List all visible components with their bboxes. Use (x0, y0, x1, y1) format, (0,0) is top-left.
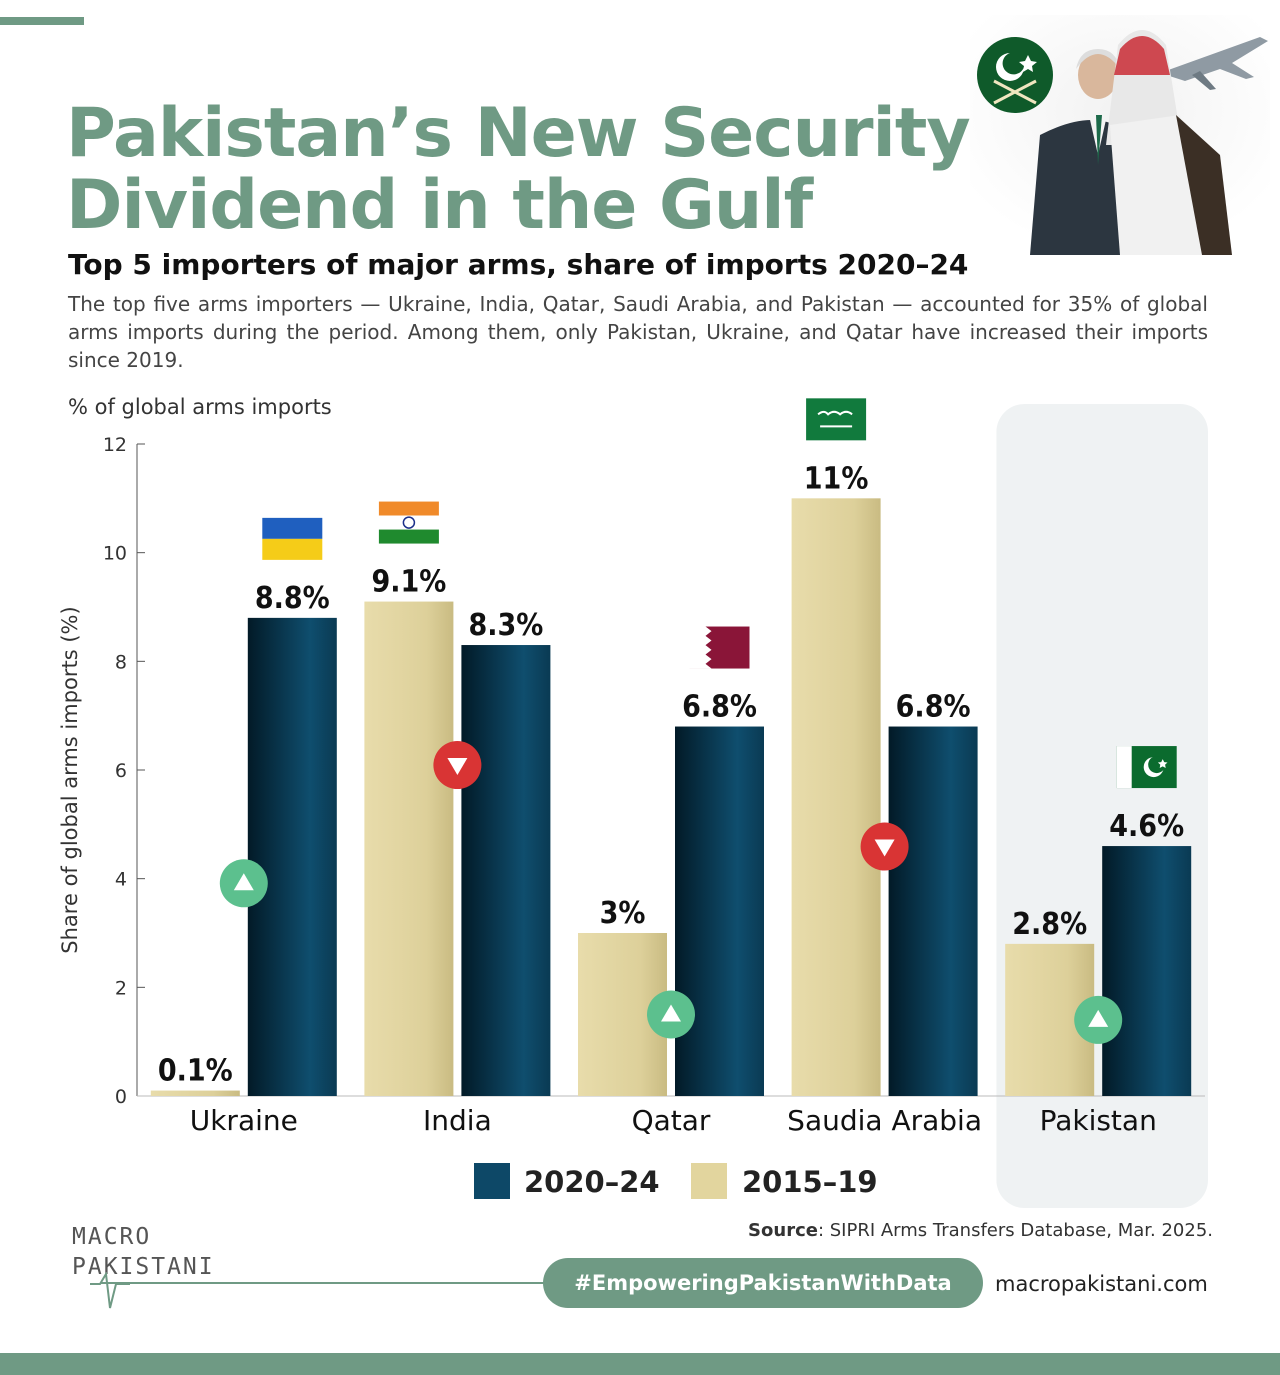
hero-illustration (970, 15, 1270, 255)
qatar-flag (689, 626, 750, 669)
hashtag-badge: #EmpoweringPakistanWithData (543, 1258, 983, 1308)
pulse-icon (90, 1272, 130, 1309)
bar-2020-24-saudia-arabia (888, 726, 978, 1096)
trend-down-icon (433, 741, 482, 790)
bar-2020-24-qatar (675, 726, 764, 1096)
pakistan-flag (1116, 746, 1177, 789)
bar-value-label: 6.8% (682, 690, 757, 725)
bar-value-label: 4.6% (1109, 809, 1184, 844)
bar-chart: 0 2 4 6 8 10 12 Share of global arms imports (%… (58, 398, 1208, 1208)
title-line-1: Pakistan’s New Security (66, 94, 971, 173)
bar-value-label: 8.3% (468, 608, 543, 643)
source-text: : SIPRI Arms Transfers Database, Mar. 20… (817, 1220, 1213, 1241)
page-title: Pakistan’s New Security Dividend in the … (66, 98, 971, 245)
bar-value-label: 8.8% (255, 581, 330, 616)
bar-value-label: 0.1% (158, 1054, 233, 1089)
logo-line-1: MACRO (72, 1224, 152, 1250)
y-tick-label: 10 (103, 543, 127, 565)
y-tick-label: 4 (115, 869, 127, 891)
y-tick-label: 6 (115, 760, 127, 782)
legend-label-2020-24: 2020–24 (524, 1165, 660, 1199)
bar-2020-24-pakistan (1102, 846, 1192, 1096)
source-note: Source: SIPRI Arms Transfers Database, M… (748, 1220, 1213, 1241)
category-label: Ukraine (190, 1104, 298, 1137)
macro-pakistani-logo: MACRO PAKISTANI (72, 1222, 222, 1312)
bar-value-label: 3% (600, 896, 646, 931)
title-line-2: Dividend in the Gulf (66, 166, 813, 245)
legend-label-2015-19: 2015–19 (742, 1165, 878, 1199)
category-label: India (423, 1104, 492, 1137)
saudi-flag (806, 398, 867, 441)
category-label: Qatar (632, 1104, 711, 1137)
trend-up-icon (647, 990, 695, 1039)
leaders-photo-icon (1030, 30, 1232, 255)
bar-2015-19-ukraine (150, 1090, 240, 1096)
y-tick-label: 0 (115, 1086, 127, 1108)
chart-legend: 2020–24 2015–19 (474, 1163, 878, 1199)
bar-2015-19-india (364, 601, 454, 1096)
ukraine-flag (262, 517, 323, 560)
y-tick-label: 8 (115, 651, 127, 673)
chart-caption: % of global arms imports (68, 395, 332, 419)
category-label: Pakistan (1040, 1104, 1157, 1137)
india-flag (378, 501, 439, 544)
chart-description: The top five arms importers — Ukraine, I… (68, 292, 1208, 372)
logo-line-2: PAKISTANI (72, 1254, 215, 1280)
bar-value-label: 2.8% (1012, 907, 1087, 942)
bar-value-label: 11% (804, 461, 869, 496)
bar-2020-24-ukraine (247, 617, 337, 1096)
y-axis-title: Share of global arms imports (%) (58, 606, 82, 953)
source-label: Source (748, 1220, 818, 1241)
bar-2020-24-india (461, 645, 551, 1096)
bottom-band (0, 1353, 1280, 1375)
bar-value-label: 6.8% (896, 690, 971, 725)
y-tick-label: 12 (103, 434, 127, 456)
footer-divider (100, 1282, 560, 1284)
website-link[interactable]: macropakistani.com (995, 1272, 1208, 1296)
chart-subtitle: Top 5 importers of major arms, share of … (68, 248, 969, 281)
y-tick-label: 2 (115, 977, 127, 999)
bar-value-label: 9.1% (371, 565, 446, 600)
trend-down-icon (860, 822, 909, 871)
army-emblem-icon (977, 37, 1053, 113)
trend-up-icon (219, 859, 268, 908)
trend-up-icon (1074, 995, 1123, 1044)
category-label: Saudia Arabia (787, 1104, 982, 1137)
legend-swatch-2015-19 (691, 1163, 727, 1199)
fighter-jet-icon (1160, 37, 1268, 90)
top-accent-bar (0, 17, 84, 25)
legend-swatch-2020-24 (474, 1163, 510, 1199)
bar-2015-19-saudia-arabia (791, 498, 881, 1096)
